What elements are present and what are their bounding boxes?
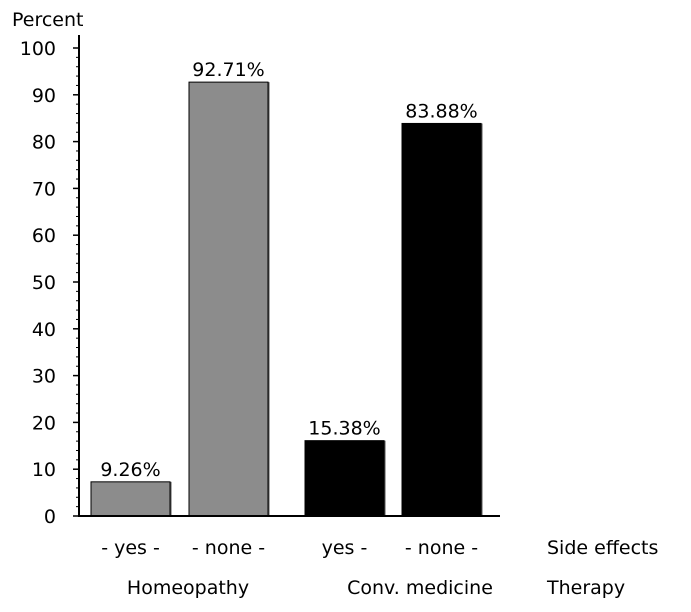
- y-axis-ticks: 0 10 20 30 40 50 60 70 80 90 100: [20, 38, 79, 528]
- y-tick-label-30: 30: [32, 366, 56, 388]
- data-label-3: 83.88%: [405, 100, 477, 122]
- y-tick-label-90: 90: [32, 85, 56, 107]
- bar-3: [401, 122, 482, 517]
- data-labels: 9.26% 92.71% 15.38% 83.88%: [100, 59, 477, 481]
- category-labels: - yes - - none - yes - - none - Homeopathy Co…: [101, 537, 493, 599]
- side-effects-label-1: - none -: [192, 537, 265, 559]
- therapy-group-label-1: Conv. medicine: [347, 577, 493, 599]
- bars: [90, 81, 483, 517]
- data-label-0: 9.26%: [100, 459, 160, 481]
- side-effects-label-0: - yes -: [101, 537, 160, 559]
- y-tick-label-60: 60: [32, 225, 56, 247]
- y-axis-title: Percent: [12, 9, 84, 31]
- y-tick-label-100: 100: [20, 38, 56, 60]
- y-tick-label-40: 40: [32, 319, 56, 341]
- data-label-1: 92.71%: [192, 59, 264, 81]
- therapy-axis-label: Therapy: [546, 577, 625, 599]
- y-tick-label-20: 20: [32, 412, 56, 434]
- y-tick-label-70: 70: [32, 178, 56, 200]
- y-tick-label-50: 50: [32, 272, 56, 294]
- bar-2: [304, 440, 385, 517]
- bar-1: [188, 81, 269, 517]
- y-tick-label-0: 0: [44, 506, 56, 528]
- data-label-2: 15.38%: [308, 418, 380, 440]
- side-effects-label-3: - none -: [405, 537, 478, 559]
- y-tick-label-10: 10: [32, 459, 56, 481]
- therapy-group-label-0: Homeopathy: [127, 577, 249, 599]
- y-tick-label-80: 80: [32, 132, 56, 154]
- side-effects-label-2: yes -: [322, 537, 368, 559]
- bar-0: [90, 481, 171, 517]
- side-effects-axis-label: Side effects: [547, 537, 658, 559]
